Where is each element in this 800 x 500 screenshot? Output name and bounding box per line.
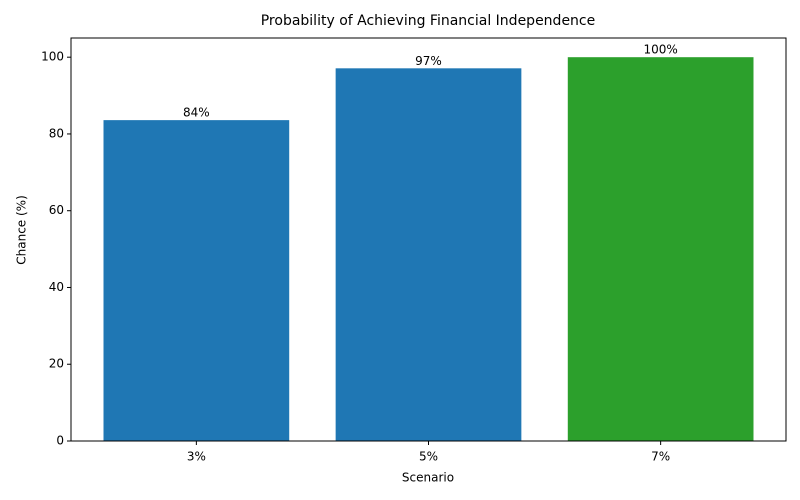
plot-frame xyxy=(70,37,787,442)
y-tick-label: 40 xyxy=(49,280,64,294)
bar xyxy=(567,57,754,441)
y-tick-label: 0 xyxy=(56,434,64,448)
y-tick-label: 20 xyxy=(49,357,64,371)
x-tick-label: 7% xyxy=(651,450,670,464)
y-tick-label: 80 xyxy=(49,126,64,140)
y-tick-label: 100 xyxy=(41,50,64,64)
y-axis-label: Chance (%) xyxy=(15,195,29,265)
y-tick-label: 60 xyxy=(49,203,64,217)
value-label: 97% xyxy=(415,54,442,68)
x-tick-label: 3% xyxy=(187,450,206,464)
chart-title: Probability of Achieving Financial Indep… xyxy=(261,13,596,29)
x-axis-label: Scenario xyxy=(402,471,454,485)
value-label: 100% xyxy=(643,43,677,57)
value-label: 84% xyxy=(183,106,210,120)
bar xyxy=(103,120,290,441)
x-tick-label: 5% xyxy=(419,450,438,464)
bar xyxy=(335,68,522,441)
